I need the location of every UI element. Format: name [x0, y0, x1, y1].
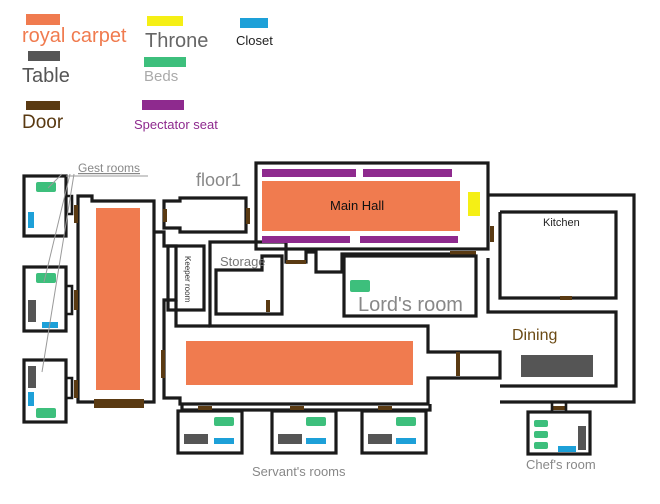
chef-table [578, 426, 586, 450]
legend-spectator-seat-swatch [142, 100, 184, 110]
left-royal-carpet [96, 208, 140, 390]
central-structure: Keeper room Storage [154, 196, 502, 406]
servant-table-1 [184, 434, 208, 444]
gest-table-3 [28, 366, 36, 388]
chef-bed-3 [534, 442, 548, 449]
keeper-room-label: Keeper room [183, 256, 192, 303]
legend-royal-carpet-label: royal carpet [22, 25, 127, 47]
legend-royal-carpet-swatch [26, 14, 60, 25]
servant-closet-2 [306, 438, 326, 444]
legend-door-swatch [26, 101, 60, 110]
chef-bed-1 [534, 420, 548, 427]
main-hall-room [254, 161, 490, 251]
spectator-seat-2 [363, 169, 452, 177]
legend-beds-label: Beds [144, 68, 178, 85]
legend-closet-swatch [240, 18, 268, 28]
right-wing: Kitchen Dining [450, 193, 636, 404]
legend-closet-label: Closet [236, 33, 273, 48]
lords-bed [350, 280, 370, 292]
floor-label: floor1 [196, 170, 241, 190]
gest-table-2 [28, 300, 36, 322]
chefs-room: Chef's room [526, 402, 596, 472]
legend: royal carpet Throne Closet Table Beds Do… [22, 14, 273, 133]
chef-closet [558, 446, 576, 452]
servant-room-2 [270, 409, 338, 455]
legend-throne-label: Throne [145, 30, 208, 52]
gest-room-2 [22, 265, 68, 333]
lords-room: Lord's room [342, 254, 478, 318]
lords-room-box [342, 254, 478, 318]
legend-beds-swatch [144, 57, 186, 67]
lords-room-label: Lord's room [358, 294, 463, 316]
servant-closet-1 [214, 438, 234, 444]
servant-rooms: Servant's rooms [176, 404, 432, 479]
spectator-seat-3 [262, 236, 350, 243]
gest-closet-1 [28, 212, 34, 228]
servant-table-2 [278, 434, 302, 444]
main-hall: Main Hall floor1 [196, 161, 490, 251]
gest-rooms: Gest rooms [22, 161, 148, 424]
keeper-room [166, 244, 206, 312]
chefs-room-label: Chef's room [526, 457, 596, 472]
chef-bed-2 [534, 431, 548, 438]
gest-closet-3 [28, 392, 34, 406]
throne [468, 192, 480, 216]
legend-throne-swatch [147, 16, 183, 26]
legend-table-swatch [28, 51, 60, 61]
servant-bed-2 [306, 417, 326, 426]
servant-bed-3 [396, 417, 416, 426]
storage-label: Storage [220, 254, 266, 269]
spectator-seat-4 [360, 236, 458, 243]
left-corridor [74, 194, 156, 408]
corridor-door-bottom [94, 399, 144, 408]
gest-room-3 [22, 358, 68, 424]
servant-room-1 [176, 409, 244, 455]
legend-door-label: Door [22, 112, 64, 133]
main-hall-carpet [262, 181, 460, 231]
chefs-room-box [526, 410, 592, 456]
servant-room-3 [360, 409, 428, 455]
gest-bed-2 [36, 273, 56, 283]
servant-table-3 [368, 434, 392, 444]
servants-rooms-label: Servant's rooms [252, 464, 346, 479]
kitchen-label: Kitchen [543, 217, 580, 229]
dining-table [521, 355, 593, 377]
central-royal-carpet [186, 341, 413, 385]
gest-bed-3 [36, 408, 56, 418]
servant-bed-1 [214, 417, 234, 426]
servant-closet-3 [396, 438, 416, 444]
gest-rooms-label: Gest rooms [78, 161, 140, 175]
spectator-seat-1 [262, 169, 356, 177]
gest-room-1 [22, 174, 68, 238]
legend-table-label: Table [22, 65, 70, 87]
legend-spectator-seat-label: Spectator seat [134, 117, 218, 132]
dining-label: Dining [512, 327, 557, 344]
main-hall-label: Main Hall [330, 198, 384, 213]
